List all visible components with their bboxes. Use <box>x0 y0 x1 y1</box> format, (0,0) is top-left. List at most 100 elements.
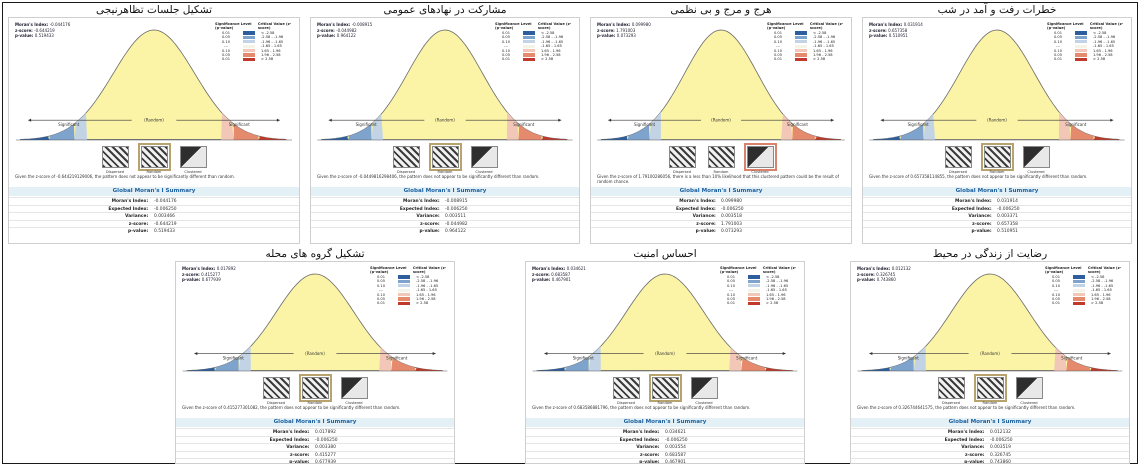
bell-curve-body <box>873 29 1120 140</box>
summary-key: Expected Index: <box>108 206 149 212</box>
legend-pvalue: 0.01 <box>501 57 510 62</box>
legend-zscore: -1.96 - -1.65 <box>416 283 439 288</box>
legend-row: 0.10 1.65 - 1.96 <box>495 48 573 53</box>
legend-pvalue: 0.10 <box>1053 48 1062 53</box>
legend-header: Significance Level (p-value) Critical Val… <box>370 266 448 275</box>
legend-pvalue: 0.01 <box>726 301 735 306</box>
significant-right-label: Significant <box>229 122 251 127</box>
summary-row: Expected Index: -0.006250 <box>851 435 1129 444</box>
legend-swatch <box>523 48 535 53</box>
map-label: Clustered <box>475 170 493 174</box>
summary-key: Expected Index: <box>269 437 310 443</box>
legend-zscore: -1.65 - 1.65 <box>813 44 834 49</box>
tail-band <box>506 112 519 140</box>
legend-zscore: 1.96 - 2.58 <box>1091 296 1111 301</box>
legend-swatch <box>795 35 807 39</box>
legend-swatch <box>1075 44 1087 48</box>
legend-zscore: -1.65 - 1.65 <box>1091 288 1112 293</box>
legend-pvalue: --- <box>1056 44 1060 49</box>
legend-row: --- -1.65 - 1.65 <box>215 44 293 48</box>
map-dispersed: Dispersed <box>937 377 965 405</box>
summary-value: -0.008915 <box>445 199 468 204</box>
bell-curve-body <box>321 29 568 140</box>
legend-row: 0.01 < -2.58 <box>720 275 798 279</box>
legend-pvalue: 0.01 <box>773 57 782 62</box>
left-arrowhead <box>869 351 873 356</box>
legend-pvalue: 0.05 <box>376 279 385 284</box>
normal-distribution-curve: Significant (Random) Significant <box>317 29 573 141</box>
interpretation-note: Given the z-score of -0.0449816298406, t… <box>317 174 540 179</box>
map-dispersed: Dispersed <box>392 146 420 174</box>
legend-row: 0.01 < -2.58 <box>370 275 448 279</box>
legend-row: 0.01 > 2.58 <box>370 301 448 305</box>
legend-pvalue: 0.10 <box>376 292 385 297</box>
summary-value: -0.006250 <box>315 437 338 443</box>
legend-pvalue: 0.05 <box>501 35 510 40</box>
map-thumbnail <box>973 374 1007 402</box>
significant-right-label: Significant <box>1061 356 1083 361</box>
summary-key: Variance: <box>692 214 716 219</box>
summary-key: p-value: <box>695 229 716 234</box>
map-clustered: Clustered <box>340 377 368 405</box>
interpretation-note: Given the z-score of 0.415277301082, the… <box>182 405 401 410</box>
significant-left-label: Significant <box>58 122 80 127</box>
summary-title: Global Moran's I Summary <box>9 187 299 196</box>
left-arrowhead <box>194 351 198 356</box>
summary-row: Variance: 0.003518 <box>591 212 851 220</box>
stat-row: z-score: -0.044982 <box>317 28 372 34</box>
legend-header-significance: Significance Level (p-value) <box>720 266 757 275</box>
significance-legend: Significance Level (p-value) Critical Val… <box>1045 266 1123 306</box>
map-thumbnail <box>101 146 129 168</box>
summary-value: -0.006250 <box>990 437 1013 443</box>
stat-value: 0.964122 <box>336 33 356 38</box>
normal-distribution-curve: Significant (Random) Significant <box>869 29 1125 141</box>
significance-legend: Significance Level (p-value) Critical Val… <box>370 266 448 306</box>
legend-row: 0.10 -1.96 - -1.65 <box>215 40 293 44</box>
legend-zscore: -1.96 - -1.65 <box>766 283 789 288</box>
legend-swatch <box>1073 275 1085 279</box>
summary-row: Variance: 0.003466 <box>9 212 299 220</box>
legend-swatch <box>243 40 255 44</box>
legend-zscore: -1.65 - 1.65 <box>261 44 282 49</box>
stat-label: Moran's Index: <box>597 22 632 27</box>
random-label: (Random) <box>987 118 1007 123</box>
map-thumbnail <box>648 374 682 402</box>
stat-row: Moran's Index: 0.099980 <box>597 22 651 28</box>
legend-pvalue: 0.10 <box>773 48 782 53</box>
summary-row: p-value: 0.677939 <box>176 458 454 464</box>
map-thumbnail <box>137 143 171 171</box>
legend-row: 0.10 1.65 - 1.96 <box>1047 48 1125 53</box>
summary-value: -0.006250 <box>997 206 1020 212</box>
stat-label: z-score: <box>182 271 202 277</box>
tail-band <box>348 124 372 140</box>
significance-legend: Significance Level (p-value) Critical Val… <box>720 266 798 306</box>
stat-label: p-value: <box>869 33 889 38</box>
legend-zscore: 1.96 - 2.58 <box>416 296 436 301</box>
moran-report-card: Moran's Index: 0.012132 z-score: 0.326745… <box>850 261 1130 464</box>
summary-value: 0.657358 <box>997 221 1018 227</box>
map-thumbnail <box>612 377 640 399</box>
legend-row: 0.01 < -2.58 <box>767 31 845 35</box>
legend-zscore: > 2.58 <box>1091 301 1104 306</box>
map-label: Dispersed <box>617 401 635 405</box>
legend-zscore: -2.58 - -1.96 <box>416 279 439 284</box>
summary-title: Global Moran's I Summary <box>851 418 1129 427</box>
significant-right-label: Significant <box>787 122 809 127</box>
right-arrowhead <box>558 118 562 122</box>
stat-value: 0.031914 <box>903 22 923 27</box>
legend-swatch <box>523 35 535 39</box>
stat-value: 0.519433 <box>34 33 54 38</box>
summary-value: 0.003511 <box>445 214 466 219</box>
legend-swatch <box>748 284 760 288</box>
significant-right-label: Significant <box>386 356 408 361</box>
legend-zscore: -1.96 - -1.65 <box>261 39 284 44</box>
legend-swatch <box>748 301 760 305</box>
tail-band <box>873 136 901 140</box>
summary-key: Moran's Index: <box>622 430 660 435</box>
summary-key: z-score: <box>696 221 716 227</box>
pattern-maps: Dispersed Random Clustered <box>526 374 804 405</box>
stats-block: Moran's Index: -0.044176 z-score: -0.6442… <box>15 22 70 39</box>
summary-key: p-value: <box>289 460 310 464</box>
legend-swatch <box>748 279 760 283</box>
significant-left-label: Significant <box>573 356 595 361</box>
